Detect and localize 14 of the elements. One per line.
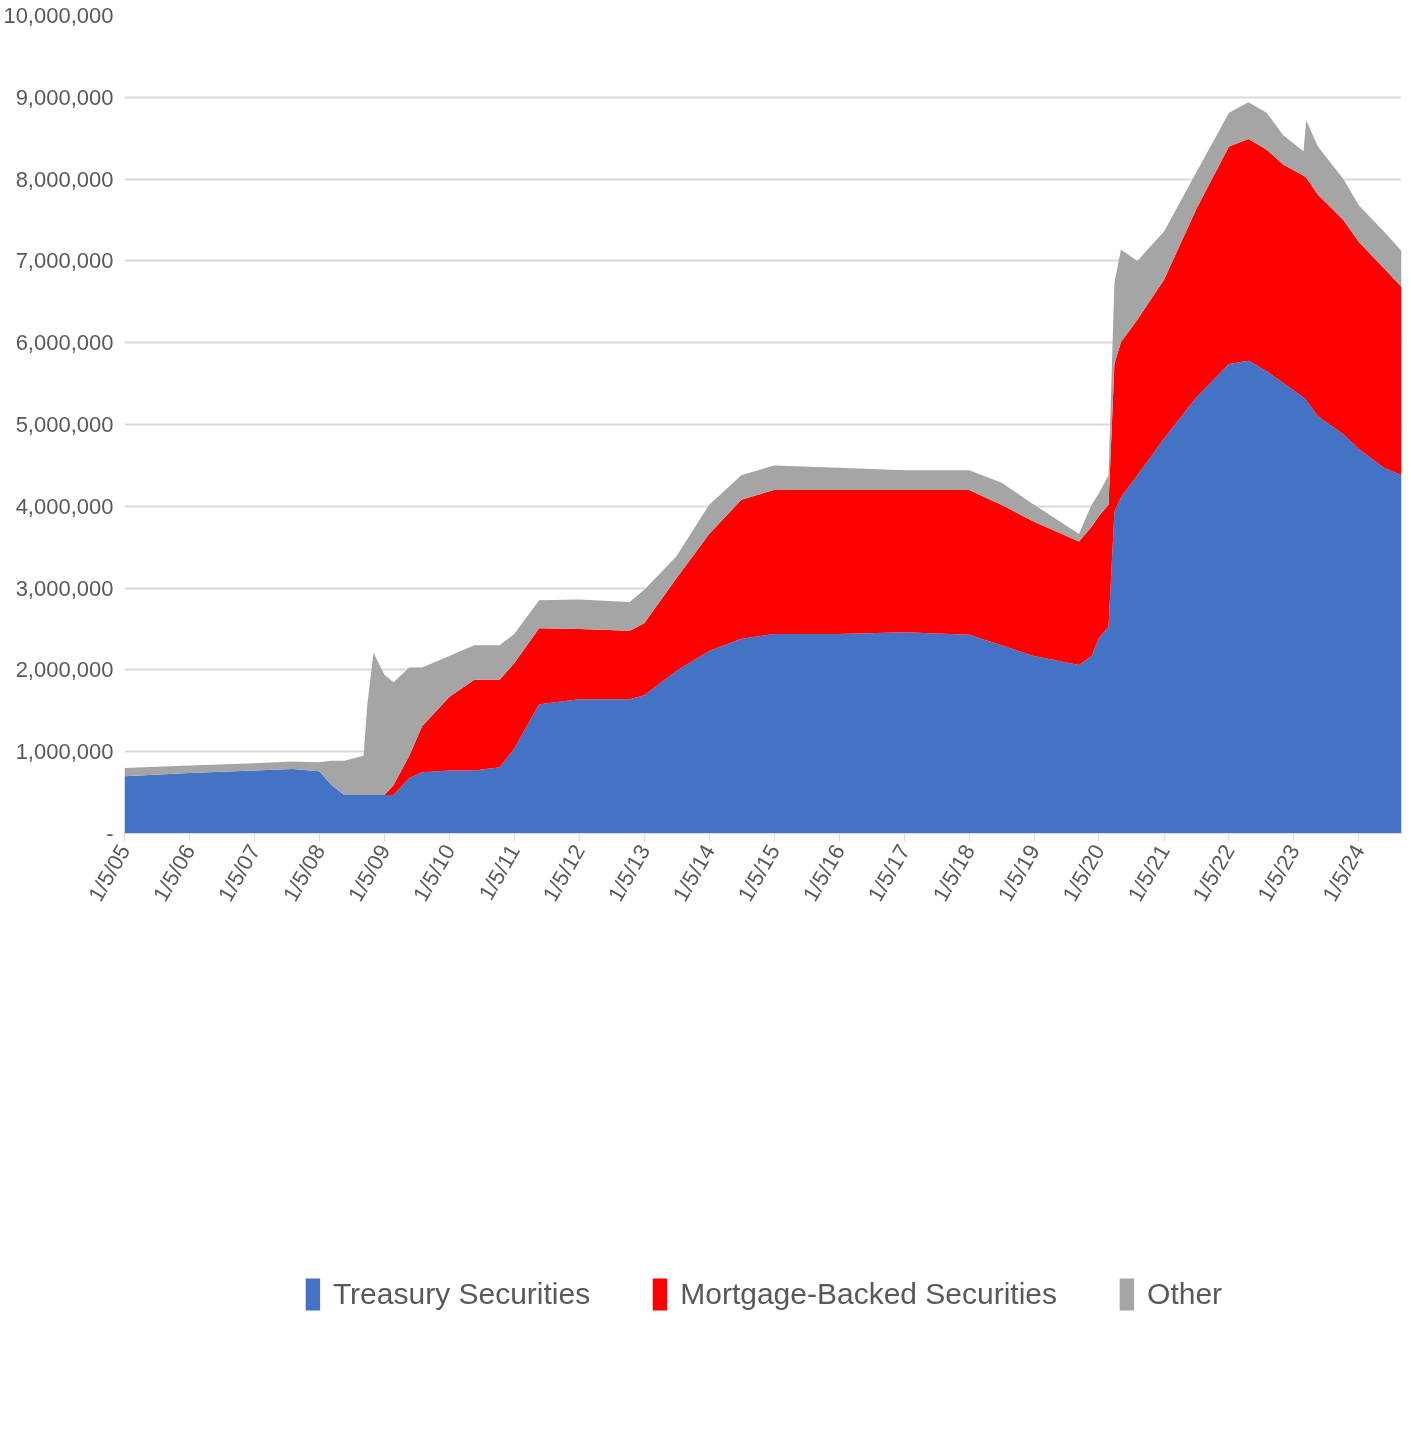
y-tick-label: -: [106, 821, 114, 846]
y-tick-label: 2,000,000: [15, 657, 114, 683]
y-tick-label: 9,000,000: [15, 84, 114, 110]
y-tick-label: 4,000,000: [15, 493, 114, 519]
y-tick-label: 10,000,000: [3, 3, 114, 28]
y-tick-label: 8,000,000: [15, 166, 114, 192]
y-tick-label: 5,000,000: [15, 412, 114, 437]
y-tick-label: 3,000,000: [15, 575, 114, 601]
legend-label: Other: [1147, 1277, 1223, 1311]
legend-label: Treasury Securities: [332, 1277, 591, 1311]
y-tick-label: 6,000,000: [15, 330, 114, 356]
y-tick-label: 1,000,000: [15, 739, 114, 765]
legend-label: Mortgage-Backed Securities: [680, 1277, 1058, 1311]
y-tick-label: 7,000,000: [15, 248, 114, 274]
